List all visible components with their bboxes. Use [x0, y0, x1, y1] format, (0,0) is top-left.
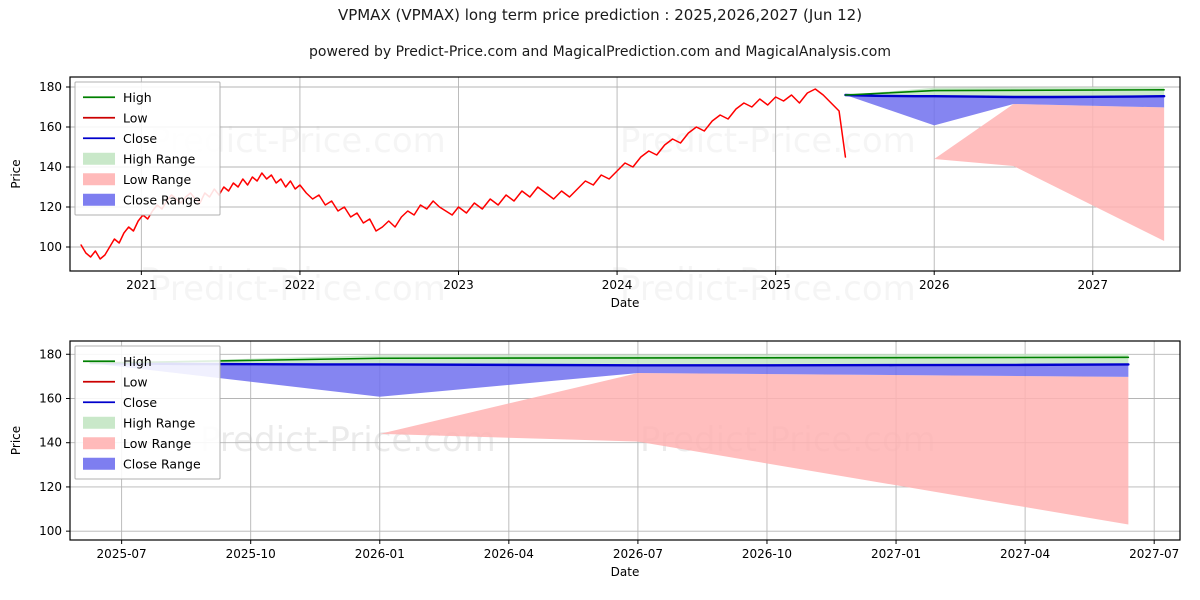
y-tick-label: 160: [39, 120, 62, 134]
x-tick-label: 2024: [602, 278, 633, 292]
legend-label-close: Close: [123, 131, 157, 146]
series-line-high: [844, 89, 1165, 96]
legend-label-low: Low: [123, 110, 148, 125]
x-tick-label: 2027: [1078, 278, 1109, 292]
y-tick-label: 120: [39, 480, 62, 494]
band-close-range: [90, 363, 1129, 397]
top-chart-axes-frame: [69, 76, 1181, 272]
x-tick-label: 2021: [126, 278, 157, 292]
legend-label-low-range: Low Range: [123, 436, 192, 451]
bottom-chart-axes-frame: [69, 340, 1181, 541]
legend-label-close-range: Close Range: [123, 192, 201, 207]
legend-label-close: Close: [123, 395, 157, 410]
y-tick-label: 120: [39, 200, 62, 214]
y-tick-label: 140: [39, 160, 62, 174]
top-chart-xlabel: Date: [611, 296, 640, 310]
band-close-range: [845, 95, 1165, 126]
top-chart-legend: High Low Close High Range Low Range Close Ran…: [74, 81, 221, 216]
bottom-chart-data-group: [89, 353, 1130, 525]
x-tick-label: 2027-07: [1129, 547, 1179, 561]
x-tick-label: 2025: [760, 278, 791, 292]
series-line-close: [89, 361, 1130, 367]
x-tick-label: 2026-01: [355, 547, 405, 561]
y-tick-label: 100: [39, 240, 62, 254]
page-title: VPMAX (VPMAX) long term price prediction…: [337, 6, 863, 24]
x-tick-label: 2022: [285, 278, 316, 292]
y-tick-label: 180: [39, 80, 62, 94]
legend-label-high-range: High Range: [123, 151, 196, 166]
bottom-chart-ylabel: Price: [9, 426, 23, 455]
x-tick-label: 2026: [919, 278, 950, 292]
x-tick-label: 2025-10: [226, 547, 276, 561]
legend-label-high: High: [123, 354, 152, 369]
x-tick-label: 2026-07: [613, 547, 663, 561]
x-tick-label: 2026-10: [742, 547, 792, 561]
y-tick-label: 100: [39, 524, 62, 538]
legend-label-low-range: Low Range: [123, 172, 192, 187]
top-chart-ylabel: Price: [9, 159, 23, 188]
band-low-range: [90, 363, 1129, 525]
legend-swatch-low-range: [83, 437, 115, 450]
band-low-range: [845, 95, 1165, 241]
y-tick-label: 140: [39, 436, 62, 450]
x-tick-label: 2025-07: [97, 547, 147, 561]
x-tick-label: 2027-01: [871, 547, 921, 561]
legend-swatch-low-range: [83, 173, 115, 186]
legend-swatch-high-range: [83, 416, 115, 429]
bottom-chart: Predict-Price.comPredict-Price.comPredic…: [9, 340, 1181, 579]
bottom-chart-ticks: 100 120 140 160 180 2025-07 2025-10 2026-01 2026…: [39, 347, 1179, 561]
legend-label-low: Low: [123, 374, 148, 389]
legend-swatch-high-range: [83, 152, 115, 165]
legend-label-high: High: [123, 90, 152, 105]
x-tick-label: 2023: [443, 278, 474, 292]
page-subtitle: powered by Predict-Price.com and Magical…: [309, 44, 891, 60]
series-line-close: [844, 93, 1166, 99]
bottom-chart-legend: High Low Close High Range Low Range Close Ran…: [74, 345, 221, 480]
legend-swatch-close-range: [83, 193, 115, 206]
top-chart-ticks: 100 120 140 160 180 2021 2022 2023 2024 2025 2026 2…: [39, 80, 1108, 292]
bottom-chart-xlabel: Date: [611, 565, 640, 579]
legend-label-high-range: High Range: [123, 415, 196, 430]
top-chart: Predict-Price.comPredict-Price.comPredic…: [9, 76, 1181, 310]
band-high-range: [845, 86, 1165, 97]
y-tick-label: 180: [39, 347, 62, 361]
top-chart-gridlines: [70, 77, 1180, 271]
band-high-range: [90, 353, 1129, 365]
x-tick-label: 2027-04: [1000, 547, 1050, 561]
y-tick-label: 160: [39, 391, 62, 405]
x-tick-label: 2026-04: [484, 547, 534, 561]
top-chart-plot-background: [70, 77, 1180, 271]
legend-label-close-range: Close Range: [123, 456, 201, 471]
legend-swatch-close-range: [83, 457, 115, 470]
